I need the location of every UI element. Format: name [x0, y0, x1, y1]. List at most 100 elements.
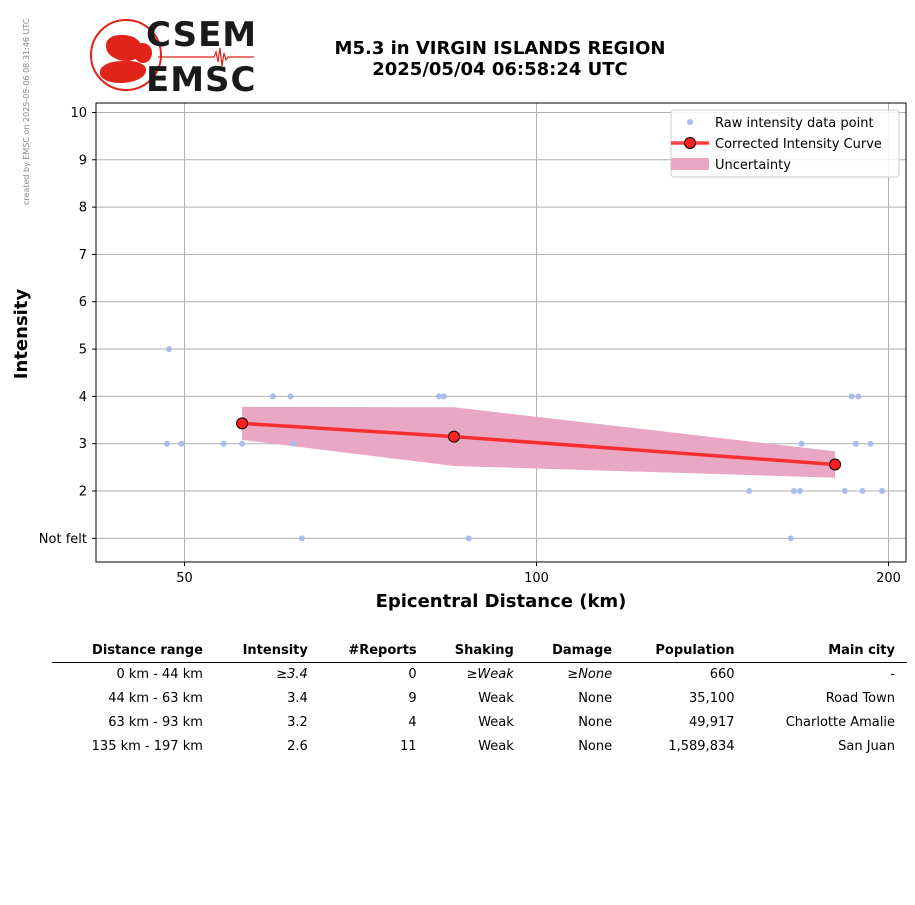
raw-data-point	[848, 393, 855, 400]
y-axis-label: Intensity	[11, 289, 32, 380]
table-cell: 135 km - 197 km	[91, 739, 203, 754]
raw-data-point	[163, 440, 170, 447]
chart-title: M5.3 in VIRGIN ISLANDS REGION 2025/05/04…	[300, 38, 700, 80]
table-cell: 660	[709, 667, 735, 682]
legend-band-swatch	[671, 158, 709, 170]
curve-point	[829, 458, 842, 471]
table-cell: 44 km - 63 km	[108, 691, 203, 706]
table-row: 135 km - 197 km 2.6 11 Weak None 1,589,834 San…	[52, 735, 907, 759]
raw-data-point	[841, 488, 848, 495]
table-cell: Weak	[478, 691, 514, 706]
raw-data-point	[787, 535, 794, 542]
raw-data-point	[178, 440, 185, 447]
logo-text-emsc: EMSC	[146, 60, 257, 100]
table-header-cell: Population	[624, 640, 747, 663]
legend-curve-marker	[684, 137, 696, 149]
table-cell: Charlotte Amalie	[785, 715, 895, 730]
table-cell: Weak	[478, 739, 514, 754]
table-cell: 2.6	[287, 739, 308, 754]
title-line-2: 2025/05/04 06:58:24 UTC	[372, 59, 628, 80]
table-header-cell: Distance range	[52, 640, 215, 663]
intensity-chart: Not felt 2 3 4 5 6 7 8 9 10 50 100 200 Epicentral Di…	[11, 102, 907, 612]
table-cell: ≥3.4	[276, 667, 308, 682]
raw-data-point	[867, 440, 874, 447]
axes: Not felt 2 3 4 5 6 7 8 9 10 50 100 200	[39, 102, 907, 586]
raw-data-point	[859, 488, 866, 495]
table-cell: 3.2	[287, 715, 308, 730]
raw-data-point	[287, 393, 294, 400]
raw-data-point	[852, 440, 859, 447]
legend-band-label: Uncertainty	[715, 158, 791, 173]
globe-icon	[90, 19, 162, 91]
raw-data-point	[855, 393, 862, 400]
table-cell: ≥None	[567, 667, 613, 682]
legend-raw-marker	[687, 119, 693, 125]
title-line-1: M5.3 in VIRGIN ISLANDS REGION	[334, 38, 666, 59]
table-cell: 0 km - 44 km	[116, 667, 203, 682]
raw-data-point	[166, 346, 173, 353]
table-cell: None	[578, 691, 613, 706]
raw-data-point	[790, 488, 797, 495]
table-cell: None	[578, 715, 613, 730]
table-cell: 11	[400, 739, 417, 754]
x-tick-label: 100	[524, 571, 549, 586]
table-header-cell: #Reports	[319, 640, 429, 663]
plot-frame	[95, 102, 907, 563]
table-row: 63 km - 93 km 3.2 4 Weak None 49,917 Charlotte…	[52, 711, 907, 735]
table-header-cell: Shaking	[428, 640, 526, 663]
table-row: 0 km - 44 km ≥3.4 0 ≥Weak ≥None 660 -	[52, 663, 907, 688]
grid	[96, 103, 906, 562]
legend: Raw intensity data point Corrected Inten…	[670, 109, 900, 178]
x-tick-label: 50	[176, 571, 193, 586]
table-cell: 1,589,834	[668, 739, 735, 754]
y-tick-label: 9	[79, 153, 87, 168]
y-tick-label: 5	[79, 343, 87, 358]
table-row: 44 km - 63 km 3.4 9 Weak None 35,100 Road Town	[52, 687, 907, 711]
legend-raw-label: Raw intensity data point	[715, 116, 874, 131]
table-body: 0 km - 44 km ≥3.4 0 ≥Weak ≥None 660 - 44 km - 6…	[52, 663, 907, 760]
raw-data-point	[440, 393, 447, 400]
table-header-cell: Main city	[746, 640, 907, 663]
table-cell: 63 km - 93 km	[108, 715, 203, 730]
table-cell: 0	[408, 667, 417, 682]
raw-data-point	[798, 440, 805, 447]
raw-data-point	[796, 488, 803, 495]
raw-data-point	[879, 488, 886, 495]
curve-point	[236, 417, 249, 430]
intensity-summary-table: Distance range Intensity #Reports Shaking Da…	[52, 640, 907, 759]
seismogram-icon	[158, 47, 254, 67]
table-header-row: Distance range Intensity #Reports Shaking Da…	[52, 640, 907, 663]
table-cell: San Juan	[838, 739, 895, 754]
x-tick-label: 200	[876, 571, 901, 586]
raw-points-layer	[163, 346, 886, 542]
table-header-cell: Damage	[525, 640, 625, 663]
table-cell: None	[578, 739, 613, 754]
table-cell: ≥Weak	[466, 667, 514, 682]
raw-data-point	[435, 393, 442, 400]
table-cell: 35,100	[689, 691, 735, 706]
curve-point	[448, 430, 461, 443]
curve-layer	[236, 417, 842, 471]
raw-data-point	[298, 535, 305, 542]
table-cell: 9	[408, 691, 417, 706]
raw-data-point	[746, 488, 753, 495]
table-cell: Weak	[478, 715, 514, 730]
y-tick-label: 3	[79, 437, 87, 452]
logo-text-csem: CSEM	[146, 15, 258, 55]
raw-data-point	[269, 393, 276, 400]
table-cell: -	[890, 667, 895, 682]
y-tick-label: 2	[79, 485, 87, 500]
table-cell: 4	[408, 715, 417, 730]
table-header-cell: Intensity	[214, 640, 320, 663]
table-cell: 3.4	[287, 691, 308, 706]
raw-data-point	[220, 440, 227, 447]
y-tick-label: Not felt	[39, 532, 87, 547]
table-cell: 49,917	[689, 715, 735, 730]
raw-data-point	[239, 440, 246, 447]
y-tick-label: 6	[79, 295, 87, 310]
x-axis-label: Epicentral Distance (km)	[376, 591, 627, 612]
y-tick-label: 4	[79, 390, 87, 405]
raw-data-point	[465, 535, 472, 542]
legend-curve-label: Corrected Intensity Curve	[715, 137, 882, 152]
y-tick-label: 10	[70, 106, 87, 121]
